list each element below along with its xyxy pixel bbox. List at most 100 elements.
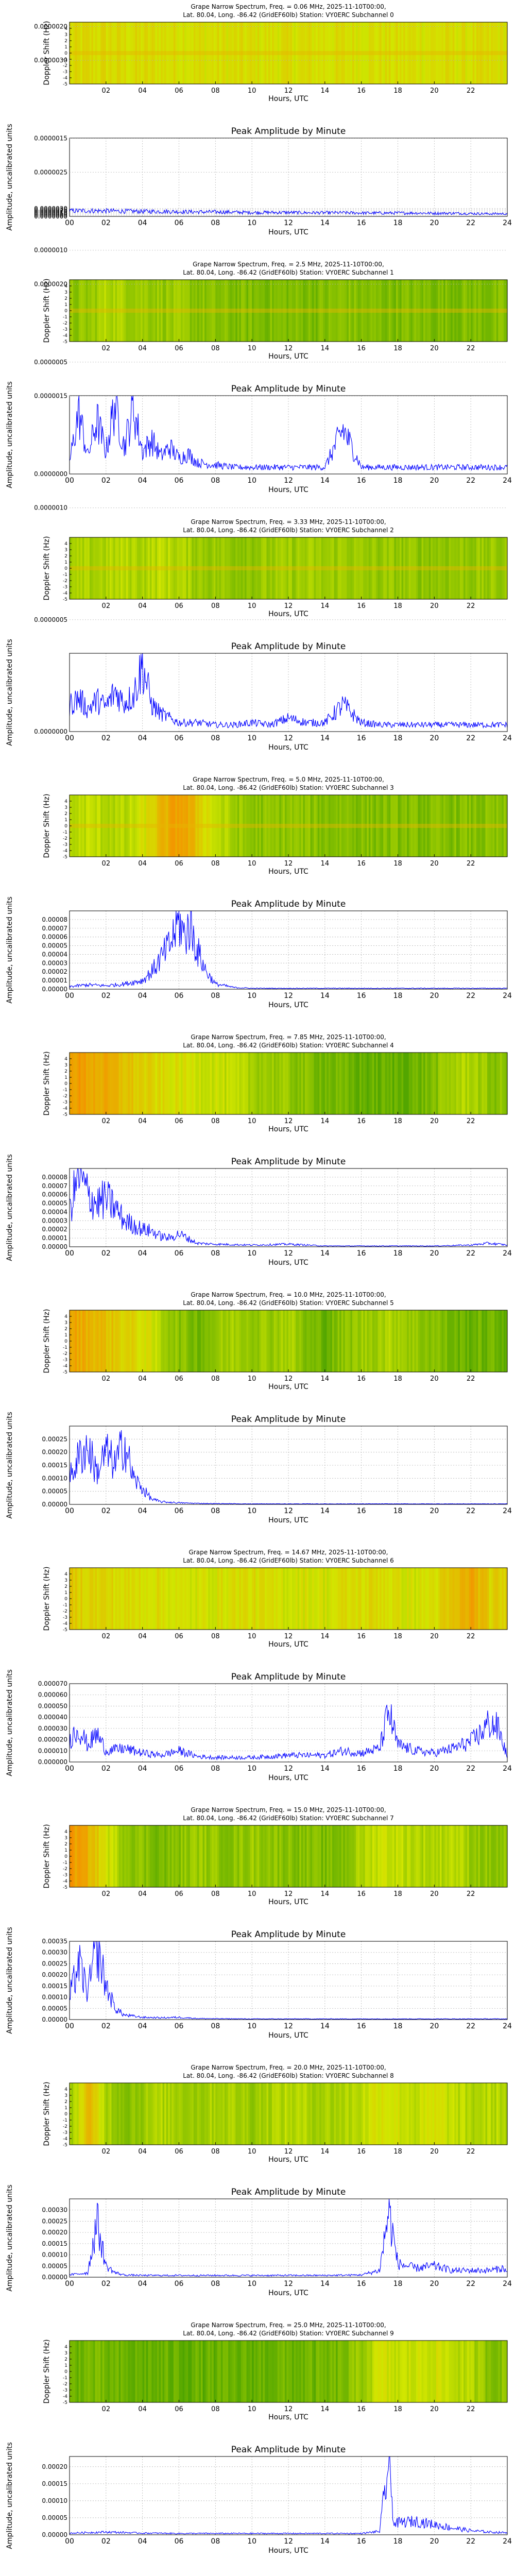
spectrogram-strip bbox=[461, 537, 464, 599]
y-tick-label: 0.00020 bbox=[42, 2463, 67, 2470]
y-tick-label: 0.00005 bbox=[42, 942, 67, 950]
spectrogram-strip bbox=[113, 795, 116, 857]
spectrogram-strip bbox=[405, 1568, 407, 1630]
spectrogram-strip bbox=[217, 280, 220, 342]
spectrogram-strip bbox=[177, 1310, 180, 1372]
spectrogram-strip bbox=[164, 22, 167, 84]
spectrogram-strip bbox=[403, 1053, 406, 1114]
spectrogram-strip bbox=[175, 22, 178, 84]
spectrogram-strip bbox=[361, 2083, 364, 2145]
spectrogram-strip bbox=[124, 1568, 127, 1630]
spectrogram-strip bbox=[266, 22, 269, 84]
y-tick-label: -1 bbox=[63, 1088, 67, 1093]
spectrogram-strip bbox=[359, 280, 362, 342]
spectrogram-strip bbox=[144, 1825, 147, 1887]
spectrogram-strip bbox=[352, 1825, 355, 1887]
spectrogram-strip bbox=[414, 22, 417, 84]
spectrogram-strip bbox=[348, 1568, 351, 1630]
spectrogram-strip bbox=[449, 537, 451, 599]
y-tick-label: -4 bbox=[63, 333, 67, 338]
spectrogram-strip bbox=[121, 1825, 123, 1887]
y-tick-label: 1 bbox=[64, 560, 67, 565]
spectrogram-strip bbox=[233, 22, 236, 84]
y-axis-label: Doppler Shift (Hz) bbox=[43, 1309, 51, 1374]
spectrogram-strip bbox=[303, 22, 305, 84]
spectrogram-strip bbox=[85, 280, 89, 342]
spectrogram-strip bbox=[380, 22, 382, 84]
spectrogram-strip bbox=[479, 280, 483, 342]
spectrogram-strip bbox=[139, 1053, 141, 1114]
spectrogram-strip bbox=[458, 1568, 460, 1630]
spectrogram-strip bbox=[235, 22, 238, 84]
spectrogram-strip bbox=[400, 1053, 402, 1114]
spectrogram-strip bbox=[270, 1053, 272, 1114]
spectrogram-strip bbox=[306, 2341, 309, 2402]
spectrogram-strip bbox=[286, 1053, 289, 1114]
spectrogram-strip bbox=[159, 2083, 161, 2145]
spectrogram-strip bbox=[317, 1310, 320, 1372]
spectrogram-strip bbox=[91, 537, 94, 599]
spectrogram-strip bbox=[471, 2083, 473, 2145]
x-tick-label: 22 bbox=[466, 1507, 475, 1515]
spectrogram-strip bbox=[381, 795, 384, 857]
x-tick-label: 00 bbox=[65, 477, 74, 485]
spectrogram-strip bbox=[210, 280, 212, 342]
spectrogram-strip bbox=[206, 2341, 209, 2402]
spectrogram-strip bbox=[259, 1568, 262, 1630]
spectrogram-strip bbox=[400, 795, 402, 857]
spectrogram-strip bbox=[421, 795, 424, 857]
spectrogram-strip bbox=[257, 795, 260, 857]
spectrogram-strip bbox=[354, 1825, 356, 1887]
spectrogram-strip bbox=[253, 1053, 256, 1114]
spectrogram-strip bbox=[314, 537, 316, 599]
spectrogram-strip bbox=[458, 1310, 460, 1372]
spectrogram-strip bbox=[190, 795, 192, 857]
spectrogram-strip bbox=[139, 795, 141, 857]
spectrogram-strip bbox=[420, 537, 422, 599]
spectrogram-strip bbox=[363, 795, 366, 857]
spectrogram-strip bbox=[253, 1310, 256, 1372]
spectrogram-strip bbox=[233, 1310, 236, 1372]
spectrogram-strip bbox=[487, 1310, 490, 1372]
spectrogram-strip bbox=[374, 1310, 376, 1372]
x-tick-label: 06 bbox=[175, 2022, 184, 2030]
spectrogram-strip bbox=[85, 1310, 89, 1372]
spectrogram-strip bbox=[157, 2083, 160, 2145]
spectrogram-strip bbox=[359, 2341, 362, 2402]
spectrogram-strip bbox=[403, 2341, 406, 2402]
spectrogram-strip bbox=[414, 1825, 417, 1887]
spectrogram-strip bbox=[199, 1825, 201, 1887]
x-tick-label: 22 bbox=[466, 992, 475, 1000]
spectrogram-strip bbox=[153, 22, 156, 84]
spectrogram-strip bbox=[290, 537, 293, 599]
spectrogram-strip bbox=[356, 22, 358, 84]
spectrogram-strip bbox=[89, 2083, 92, 2145]
spectrogram-strip bbox=[284, 537, 287, 599]
x-tick-label: 06 bbox=[175, 1890, 183, 1898]
spectrogram-strip bbox=[78, 280, 81, 342]
spectrogram-strip bbox=[423, 1310, 426, 1372]
y-tick-label: 3 bbox=[64, 1836, 67, 1841]
spectrogram-strip bbox=[343, 1825, 346, 1887]
spectrogram-strip bbox=[115, 2341, 117, 2402]
spectrogram-strip bbox=[245, 1310, 247, 1372]
spectrogram-strip bbox=[175, 1310, 178, 1372]
spectrogram-strip bbox=[173, 2083, 176, 2145]
spectrogram-strip bbox=[142, 1053, 145, 1114]
spectrogram-strip bbox=[175, 280, 178, 342]
spectrogram-strip bbox=[288, 1053, 291, 1114]
y-tick-label: 0.00000 bbox=[42, 1501, 67, 1508]
spectrogram-strip bbox=[396, 1825, 399, 1887]
spectrogram-strip bbox=[498, 795, 501, 857]
spectrogram-strip bbox=[111, 2341, 114, 2402]
spectrogram-strip bbox=[243, 537, 245, 599]
x-tick-label: 14 bbox=[321, 860, 330, 868]
spectrogram-strip bbox=[273, 1053, 276, 1114]
spectrogram-strip bbox=[334, 1310, 336, 1372]
spectrogram-strip bbox=[449, 280, 451, 342]
spectrogram-strip bbox=[164, 795, 167, 857]
spectrogram-strip bbox=[491, 280, 493, 342]
spectrogram-strip bbox=[82, 795, 84, 857]
spectrogram-strip bbox=[334, 2083, 336, 2145]
spectrogram-strip bbox=[304, 22, 307, 84]
